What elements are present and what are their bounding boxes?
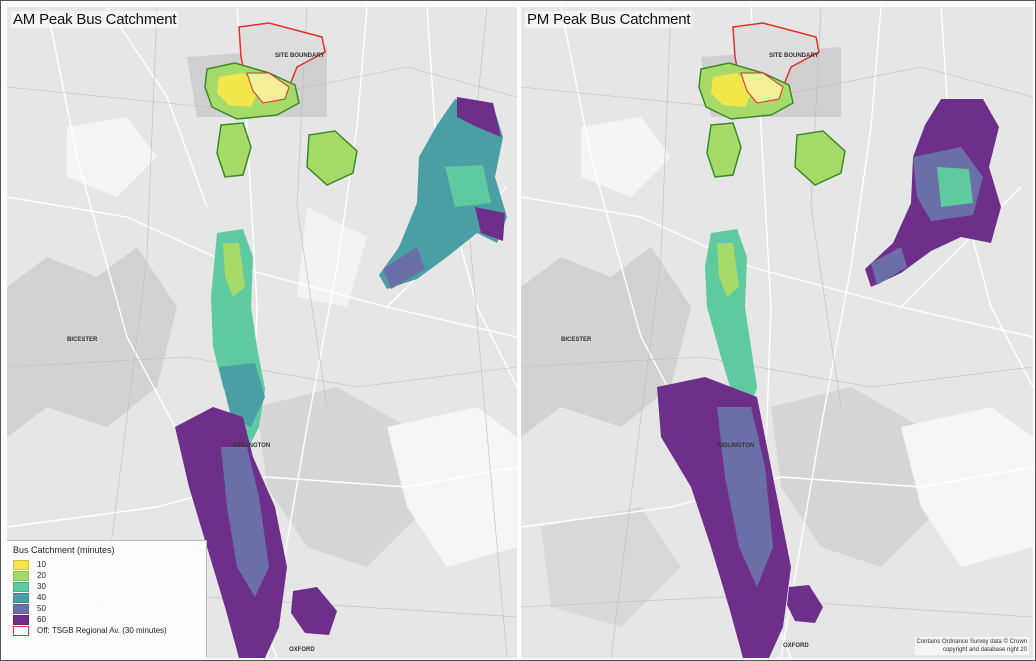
pm-peak-map-panel: PM Peak Bus Catchment Site Boundary BICE… [521,7,1033,658]
map-legend: Bus Catchment (minutes) 10 20 30 40 50 [7,540,207,658]
legend-label: 50 [37,604,46,613]
legend-item: 40 [13,592,200,603]
catchment-50 [717,407,773,587]
catchment-30 [445,165,491,207]
legend-item: 30 [13,581,200,592]
catchment-60 [475,207,505,241]
legend-label: 60 [37,615,46,624]
legend-item: 50 [13,603,200,614]
legend-label: 20 [37,571,46,580]
catchment-30 [705,229,757,407]
am-peak-map-panel: AM Peak Bus Catchment Site Boundary BICE… [7,7,517,658]
site-boundary-label: Site Boundary [275,53,325,59]
basemap-woodland [581,117,671,197]
catchment-60 [787,585,823,623]
panel-title: AM Peak Bus Catchment [11,11,179,28]
catchment-10 [740,72,784,104]
town-label-mid: KIDLINGTON [717,443,755,449]
basemap-woodland [901,407,1033,567]
basemap-urban-area [7,247,177,437]
catchment-40 [219,363,265,427]
catchment-50 [383,247,425,289]
legend-label: 10 [37,560,46,569]
city-label: OXFORD [289,647,315,653]
basemap-woodland [67,117,157,197]
legend-item: Off: TSGB Regional Av. (30 minutes) [13,625,200,636]
catchment-10 [711,73,753,107]
pm-peak-map-canvas [521,7,1033,658]
legend-swatch [13,570,29,581]
basemap-urban-area [771,387,941,567]
catchment-60 [457,97,501,137]
basemap-urban-area [257,387,427,567]
catchment-20 [223,243,245,297]
catchment-40 [379,99,507,289]
legend-label: Off: TSGB Regional Av. (30 minutes) [37,626,167,635]
legend-item: 60 [13,614,200,625]
legend-swatch [13,614,29,625]
site-boundary-label: Site Boundary [769,53,819,59]
catchment-20 [706,122,742,178]
basemap-urban-area [521,247,691,437]
legend-title: Bus Catchment (minutes) [13,545,115,555]
basemap-woodland [297,207,367,307]
basemap-woodland [387,407,517,567]
legend-item: 20 [13,570,200,581]
town-label-west: BICESTER [561,337,592,343]
catchment-60 [175,407,287,658]
panel-title: PM Peak Bus Catchment [525,11,693,28]
legend-label: 40 [37,593,46,602]
legend-swatch [13,581,29,592]
city-label: OXFORD [783,643,809,649]
catchment-20 [306,130,358,186]
town-label-mid: KIDLINGTON [233,443,271,449]
catchment-20 [717,243,739,297]
catchment-20 [794,130,846,186]
catchment-20 [216,122,252,178]
attribution-line: copyright and database right 20 [942,647,1027,653]
legend-label: 30 [37,582,46,591]
legend-swatch [13,603,29,614]
legend-item: 10 [13,559,200,570]
map-attribution: Contains Ordnance Survey data © Crown co… [914,637,1029,655]
catchment-50 [871,247,907,285]
catchment-10 [246,72,290,104]
catchment-60 [291,587,337,635]
town-label-west: BICESTER [67,337,98,343]
basemap-urban-area [541,507,681,627]
legend-swatch-outline [13,625,29,636]
basemap-minor-roads [521,7,1033,658]
legend-swatch [13,592,29,603]
catchment-30 [937,167,973,207]
catchment-10 [217,73,259,107]
attribution-line: Contains Ordnance Survey data © Crown [916,639,1027,645]
legend-swatch [13,559,29,570]
catchment-50 [221,447,269,597]
